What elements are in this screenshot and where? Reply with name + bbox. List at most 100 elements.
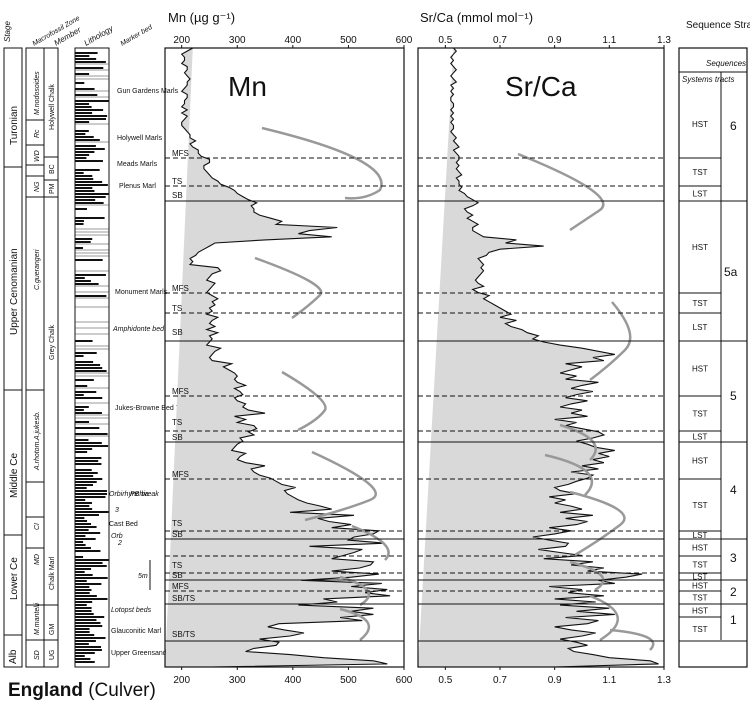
x-tick-label: 1.1 xyxy=(602,675,616,686)
lithology-bed xyxy=(75,169,100,171)
lithology-bed xyxy=(75,550,101,552)
lithology-bed xyxy=(75,295,107,297)
lithology-bed xyxy=(75,475,94,477)
lithology-bed xyxy=(75,136,94,138)
x-tick-label: 0.7 xyxy=(493,675,507,686)
lithology-bed xyxy=(75,109,104,111)
surface-label: TS xyxy=(172,519,182,528)
lithology-bed xyxy=(75,511,109,513)
sequence-6: 6 xyxy=(730,119,737,133)
mn-fill-area xyxy=(165,48,391,667)
mn-panel: Mn (µg g⁻¹) 200 300 400 500 600 200 300 400 500… xyxy=(164,10,413,686)
lithology-bed xyxy=(75,82,85,84)
lithology-bed xyxy=(75,259,103,261)
lithology-bed xyxy=(75,421,90,423)
lithology-bed xyxy=(75,88,95,90)
lithology-bed xyxy=(75,139,100,141)
lithology-bed xyxy=(75,526,97,528)
lithology-bed xyxy=(75,148,105,150)
surface-label: MFS xyxy=(172,387,189,396)
tract-label: TST xyxy=(692,168,707,177)
lithology-bed xyxy=(75,544,86,546)
mn-axis-title: Mn (µg g⁻¹) xyxy=(168,10,235,25)
lithology-bed xyxy=(75,547,91,549)
marker-bed-break: PB break xyxy=(130,491,159,498)
lithology-bed xyxy=(75,559,109,561)
stage-alb: Alb xyxy=(8,649,19,664)
lithology-bed xyxy=(75,640,96,642)
lithology-bed xyxy=(75,622,101,624)
zone-a-rhotom: A.rhotom. xyxy=(34,440,41,471)
lithology-bed xyxy=(75,520,88,522)
lithology-bed xyxy=(75,571,85,573)
lithology-bed xyxy=(75,67,104,69)
stage-boundaries xyxy=(4,119,58,641)
tract-label: HST xyxy=(692,457,708,466)
srca-panel-title: Sr/Ca xyxy=(505,71,577,102)
tract-label: HST xyxy=(692,120,708,129)
lithology-bed xyxy=(75,574,93,576)
marker-bed-plenus: Plenus Marl xyxy=(119,183,156,190)
tract-label: TST xyxy=(692,594,707,603)
trend-arrow xyxy=(544,453,594,496)
stage-upper-cenomanian: Upper Cenomanian xyxy=(9,248,20,335)
header-lithology: Lithology xyxy=(83,23,116,47)
tract-label: LST xyxy=(693,531,708,540)
lithology-bed xyxy=(75,187,93,189)
stage-turonian: Turonian xyxy=(9,106,20,145)
lithology-bed xyxy=(75,175,93,177)
lithology-bed xyxy=(75,523,92,525)
surface-label: TS xyxy=(172,418,182,427)
lithology-bed xyxy=(75,217,105,219)
srca-frame xyxy=(417,47,665,668)
lithology-bed xyxy=(75,637,106,639)
lithology-bed xyxy=(75,361,94,363)
strat-columns xyxy=(3,47,59,668)
surface-label: MFS xyxy=(172,470,189,479)
member-labels: UG GM Chalk Marl Grey Chalk PM BC Holywe… xyxy=(49,84,56,660)
x-tick-label: 0.7 xyxy=(493,35,507,46)
mn-surfaces: MFSTSSBMFSTSSBMFSTSSBMFSTSSBTSSBMFSSB/TS… xyxy=(172,149,195,639)
lithology-bed xyxy=(75,505,90,507)
trend-arrow xyxy=(351,524,390,561)
lithology-bed xyxy=(75,619,97,621)
tract-label: TST xyxy=(692,625,707,634)
surface-label: TS xyxy=(172,177,182,186)
tract-label: LST xyxy=(693,323,708,332)
x-tick-label: 300 xyxy=(229,35,246,46)
lithology-bed xyxy=(75,478,103,480)
lithology-bed xyxy=(75,103,90,105)
lithology-bed xyxy=(75,172,84,174)
zone-sd: SD xyxy=(34,650,41,660)
marker-bed-orbirhynchia: Orbirhynchia xyxy=(109,491,149,498)
lithology-bed xyxy=(75,577,108,579)
systems-tracts: HSTTSTLSTHSTTSTLSTHSTTSTLSTHSTTSTLSTHSTT… xyxy=(679,120,747,642)
x-tick-label: 200 xyxy=(173,675,190,686)
zone-wd: WD xyxy=(34,150,41,162)
lithology-bed xyxy=(75,100,109,102)
lithology-bed xyxy=(75,463,102,465)
lithology-bed xyxy=(75,529,89,531)
stage-labels: Alb Lower Ce Middle Ce Upper Cenomanian … xyxy=(8,106,20,664)
lithology-bed xyxy=(75,616,105,618)
lithology-bed xyxy=(75,562,103,564)
marker-bed-gun-gardens: Gun Gardens Marls xyxy=(117,88,179,95)
zone-m-nodosoides: M.nodosoides xyxy=(34,71,41,115)
marker-bed-meads: Meads Marls xyxy=(117,161,158,168)
tract-label: HST xyxy=(692,607,708,616)
sequence-5a: 5a xyxy=(724,265,738,279)
x-tick-label: 0.5 xyxy=(438,35,452,46)
marker-bed-glauconitic: Glauconitic Marl xyxy=(111,628,162,635)
lithology-bed xyxy=(75,655,85,657)
footer-locality: (Culver) xyxy=(88,680,156,701)
lithology-bed xyxy=(75,106,92,108)
surface-label: SB xyxy=(172,191,183,200)
lithology-bed xyxy=(75,94,98,96)
mn-bottom-ticks: 200 300 400 500 600 xyxy=(173,667,413,686)
marker-bed-holywell: Holywell Marls xyxy=(117,135,163,142)
lithology-bed xyxy=(75,634,95,636)
sequence-4: 4 xyxy=(730,483,737,497)
marker-bed-3: 3 xyxy=(115,507,119,514)
lithology-bed xyxy=(75,490,107,492)
srca-fill-area xyxy=(418,48,659,667)
